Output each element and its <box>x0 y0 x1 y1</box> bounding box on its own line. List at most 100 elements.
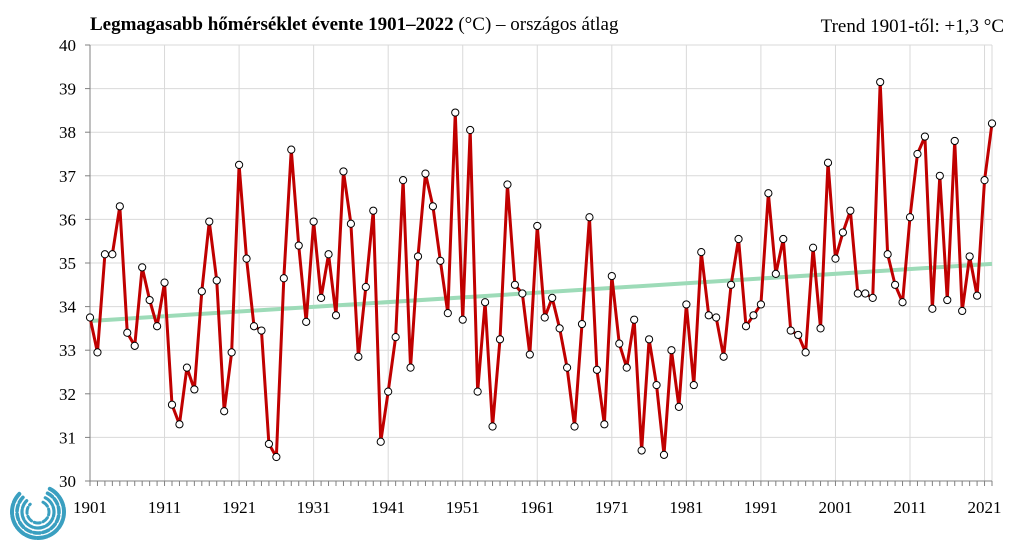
data-point <box>712 313 721 322</box>
data-point <box>935 171 944 180</box>
x-tick-label: 2011 <box>893 498 926 517</box>
x-tick-label: 1901 <box>73 498 107 517</box>
data-point <box>637 446 646 455</box>
x-tick-label: 1941 <box>371 498 405 517</box>
x-tick-label: 1991 <box>744 498 778 517</box>
y-tick-label: 32 <box>59 385 76 404</box>
data-point <box>145 295 154 305</box>
data-point <box>443 309 452 318</box>
data-point <box>592 365 602 374</box>
logo-arc <box>20 496 56 530</box>
data-point <box>346 219 356 228</box>
y-tick-label: 33 <box>59 341 76 360</box>
logo-icon <box>10 486 66 540</box>
data-point <box>525 350 534 359</box>
data-point <box>831 254 840 263</box>
data-point <box>518 289 527 298</box>
data-point <box>398 176 408 185</box>
data-point <box>197 287 206 296</box>
x-tick-label: 1911 <box>148 498 181 517</box>
data-point <box>339 167 348 176</box>
data-point <box>667 346 676 355</box>
data-point <box>369 206 378 215</box>
data-point <box>324 250 333 259</box>
data-point <box>674 402 684 411</box>
data-point <box>928 304 937 313</box>
data-point <box>652 380 661 390</box>
x-tick-label: 1951 <box>446 498 480 517</box>
data-point <box>227 348 236 357</box>
data-point <box>272 452 281 462</box>
data-point <box>600 420 609 429</box>
data-point <box>846 206 855 215</box>
data-point <box>913 149 922 159</box>
data-points <box>85 77 997 462</box>
data-point <box>234 160 244 169</box>
data-point <box>987 119 997 128</box>
data-point <box>294 241 303 250</box>
data-point <box>644 335 654 344</box>
data-point <box>384 387 393 396</box>
data-point <box>302 317 311 326</box>
logo-arc <box>10 486 66 540</box>
data-point <box>801 348 810 357</box>
data-point <box>868 293 877 302</box>
data-point <box>428 202 438 211</box>
y-tick-labels: 30 31 32 33 34 35 36 37 38 39 40 <box>59 36 77 491</box>
data-point <box>630 315 639 324</box>
data-point <box>93 348 102 357</box>
data-point <box>823 158 833 167</box>
data-point <box>980 176 989 185</box>
data-point <box>264 439 274 449</box>
y-tick-label: 37 <box>59 167 77 186</box>
data-point <box>495 335 505 344</box>
data-point <box>958 306 967 316</box>
data-point <box>100 250 110 259</box>
data-point <box>943 295 952 305</box>
data-point <box>473 387 482 396</box>
data-point <box>719 352 728 361</box>
logo-arc <box>15 491 61 535</box>
data-point <box>570 422 579 431</box>
x-tick-label: 1931 <box>297 498 331 517</box>
data-point <box>466 125 475 135</box>
data-point <box>123 328 132 337</box>
data-point <box>391 333 400 342</box>
data-point <box>786 326 795 335</box>
data-point <box>160 278 169 287</box>
data-point <box>540 313 549 322</box>
y-tick-label: 34 <box>59 298 77 317</box>
y-tick-label: 38 <box>59 123 76 142</box>
x-tick-label: 1971 <box>595 498 629 517</box>
axes <box>85 44 993 486</box>
data-point <box>838 228 848 237</box>
data-point <box>972 291 982 300</box>
data-point <box>503 180 512 189</box>
data-point <box>779 234 788 244</box>
data-point <box>555 324 564 333</box>
data-point <box>905 213 915 222</box>
x-tick-labels: 1901 1911 1921 1931 1941 1951 1961 1971 1981 1991… <box>73 498 1002 517</box>
data-point <box>115 202 124 211</box>
data-point <box>659 450 669 459</box>
data-point <box>376 437 385 446</box>
data-point <box>190 385 199 394</box>
data-point <box>734 234 743 244</box>
data-point <box>615 339 624 348</box>
data-point <box>920 132 930 141</box>
data-point <box>548 293 557 302</box>
data-point <box>130 341 139 350</box>
trend-line <box>89 261 993 323</box>
data-point <box>622 363 631 372</box>
data-point <box>361 282 370 292</box>
data-point <box>242 254 251 263</box>
y-tick-label: 35 <box>59 254 76 273</box>
data-point <box>808 243 818 252</box>
data-point <box>898 298 907 307</box>
x-tick-label: 2021 <box>968 498 1002 517</box>
data-point <box>756 300 766 309</box>
data-point <box>175 420 184 429</box>
data-point <box>220 407 229 416</box>
data-point <box>85 313 95 322</box>
data-point <box>577 319 587 329</box>
